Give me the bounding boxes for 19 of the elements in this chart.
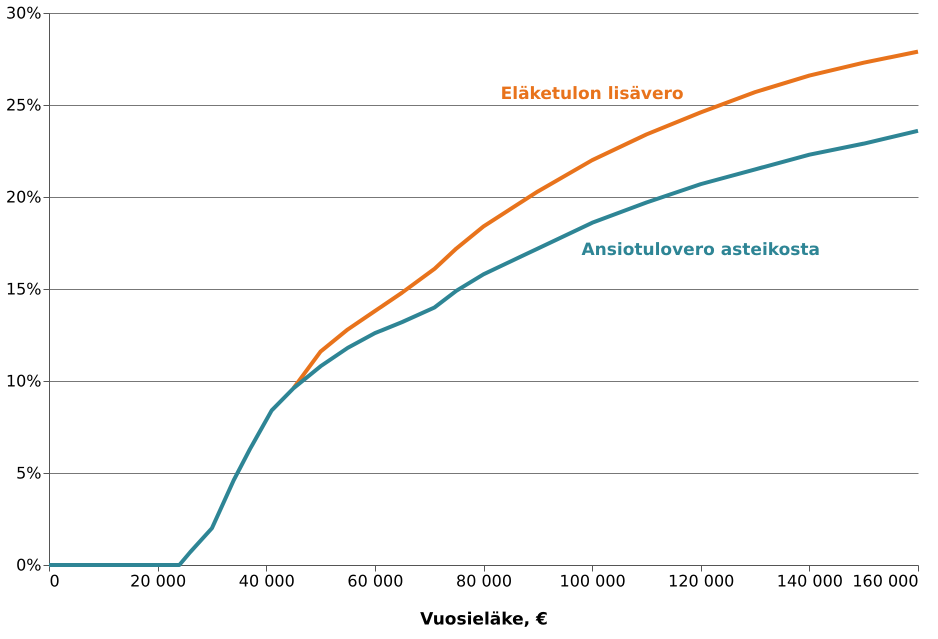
y-tick-label: 5% (16, 464, 42, 482)
x-tick-label: 140 000 (776, 572, 843, 590)
x-tick-label: 40 000 (238, 572, 295, 590)
y-tick-label: 25% (6, 96, 42, 114)
x-tick-label: 100 000 (560, 572, 626, 590)
x-tick-label: 120 000 (668, 572, 734, 590)
x-axis-title: Vuosieläke, € (420, 610, 548, 630)
y-tick-label: 20% (6, 188, 42, 206)
series-label: Ansiotulovero asteikosta (581, 240, 820, 260)
x-tick-label: 0 (50, 572, 60, 590)
y-tick-label: 0% (16, 556, 42, 574)
y-tick-label: 10% (6, 372, 42, 390)
x-tick-label: 60 000 (347, 572, 404, 590)
y-tick-label: 30% (6, 4, 42, 22)
series-label: Eläketulon lisävero (500, 84, 684, 104)
y-tick-label: 15% (6, 280, 42, 298)
x-tick-label: 20 000 (130, 572, 186, 590)
x-tick-label: 80 000 (456, 572, 512, 590)
x-tick-label: 160 000 (852, 572, 918, 590)
